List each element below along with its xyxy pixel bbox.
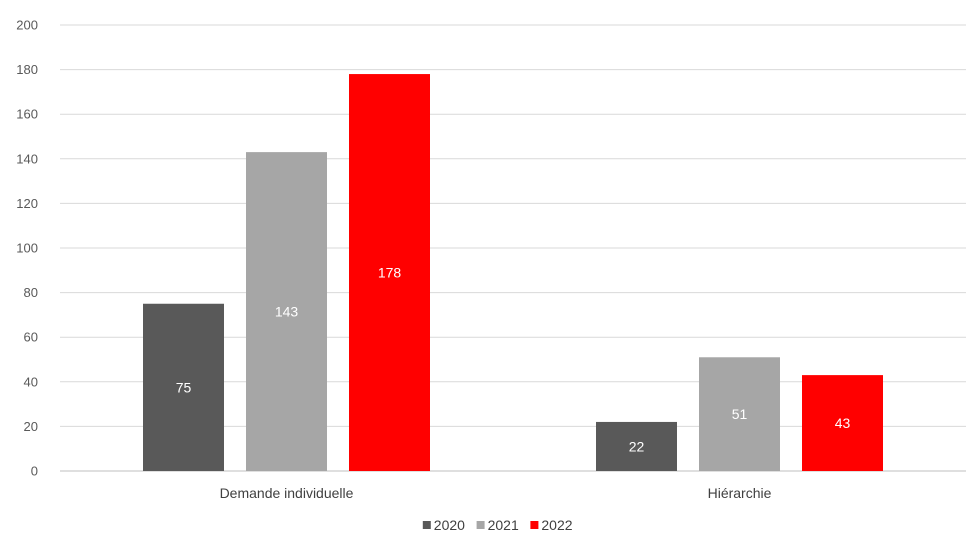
bar-2021-0 — [246, 152, 327, 472]
category-label: Demande individuelle — [220, 485, 354, 501]
legend-swatch-2022 — [530, 521, 539, 529]
data-label: 22 — [629, 438, 645, 454]
bar-2021-1 — [699, 357, 780, 471]
legend-swatch-2021 — [476, 521, 485, 529]
bar-2022-1 — [802, 375, 883, 471]
y-tick-label: 160 — [16, 107, 38, 122]
x-axis-category-labels: Demande individuelle Hiérarchie — [220, 485, 772, 501]
data-label: 178 — [378, 265, 402, 281]
y-tick-label: 140 — [16, 151, 38, 166]
y-tick-label: 40 — [24, 374, 38, 389]
bar-2022-0 — [349, 74, 430, 471]
bars — [143, 74, 883, 472]
y-tick-label: 60 — [24, 330, 38, 345]
y-tick-label: 80 — [24, 285, 38, 300]
y-tick-label: 180 — [16, 62, 38, 77]
data-labels: 75 143 178 22 51 43 — [176, 265, 851, 455]
data-label: 75 — [176, 379, 192, 395]
bar-2020-0 — [143, 303, 224, 471]
y-tick-label: 20 — [24, 419, 38, 434]
y-tick-label: 0 — [31, 464, 38, 479]
legend-label-2021: 2021 — [488, 517, 519, 533]
y-axis-tick-labels: 0 20 40 60 80 100 120 140 160 180 200 — [16, 18, 38, 479]
data-label: 43 — [835, 415, 851, 431]
legend: 2020 2021 2022 — [422, 517, 573, 533]
y-tick-label: 120 — [16, 196, 38, 211]
legend-swatch-2020 — [422, 521, 431, 529]
category-label: Hiérarchie — [708, 485, 772, 501]
data-label: 51 — [732, 406, 748, 422]
data-label: 143 — [275, 304, 299, 320]
bar-2020-1 — [596, 421, 677, 471]
legend-label-2022: 2022 — [541, 517, 572, 533]
y-tick-label: 100 — [16, 241, 38, 256]
y-tick-label: 200 — [16, 18, 38, 33]
legend-label-2020: 2020 — [434, 517, 465, 533]
